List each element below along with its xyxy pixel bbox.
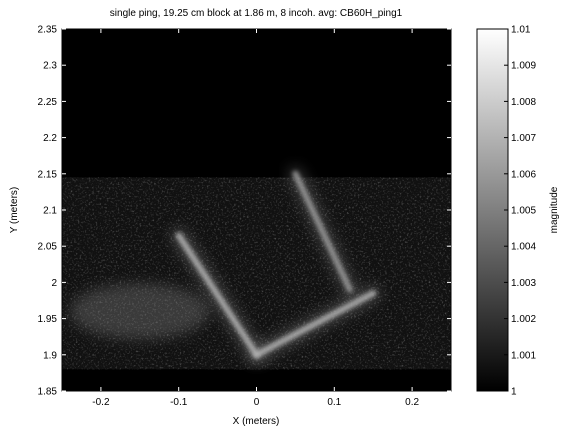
chart-title: single ping, 19.25 cm block at 1.86 m, 8… <box>110 8 403 19</box>
x-tick-label: -0.2 <box>92 397 110 408</box>
bright-features <box>171 166 412 362</box>
y-tick-label: 2.2 <box>43 133 57 144</box>
y-tick-label: 1.9 <box>43 350 57 361</box>
colorbar-tick-label: 1.008 <box>511 97 536 108</box>
feature-line-2 <box>292 170 353 293</box>
x-tick-label: 0.1 <box>327 397 341 408</box>
x-axis-ticks: -0.2 -0.1 0 0.1 0.2 <box>92 29 419 408</box>
colorbar-tick-label: 1.01 <box>511 25 531 36</box>
speckle-noise <box>62 177 451 370</box>
y-tick-label: 2.3 <box>43 61 57 72</box>
x-axis-label: X (meters) <box>233 416 280 427</box>
y-tick-label: 1.95 <box>38 314 58 325</box>
colorbar-tick-label: 1.002 <box>511 314 536 325</box>
colorbar <box>477 29 508 391</box>
colorbar-ticks: 1 1.001 1.002 1.003 1.004 1.005 1.006 1.007 1.00… <box>504 25 536 398</box>
colorbar-tick-label: 1.006 <box>511 169 536 180</box>
colorbar-tick-label: 1.001 <box>511 350 536 361</box>
speckle-glow <box>69 283 210 340</box>
colorbar-tick-label: 1.004 <box>511 242 536 253</box>
colorbar-tick-label: 1.005 <box>511 206 536 217</box>
y-tick-label: 2.15 <box>38 169 58 180</box>
colorbar-tick-label: 1.009 <box>511 61 536 72</box>
colorbar-tick-label: 1.003 <box>511 278 536 289</box>
speckle-texture <box>62 177 451 370</box>
x-tick-label: 0 <box>254 397 260 408</box>
y-axis-ticks: 1.85 1.9 1.95 2 2.05 2.1 2.15 2.2 2.25 2.3 2.35 <box>38 25 451 398</box>
x-tick-label: 0.2 <box>405 397 419 408</box>
y-tick-label: 2.25 <box>38 97 58 108</box>
y-tick-label: 2.05 <box>38 242 58 253</box>
y-tick-label: 2.1 <box>43 206 57 217</box>
y-axis-label: Y (meters) <box>9 187 20 234</box>
y-tick-label: 2.35 <box>38 25 58 36</box>
feature-line-1 <box>253 290 377 358</box>
plot-area <box>62 29 451 391</box>
y-tick-label: 2 <box>51 278 57 289</box>
colorbar-tick-label: 1.007 <box>511 133 536 144</box>
colorbar-tick-label: 1 <box>511 387 517 398</box>
y-tick-label: 1.85 <box>38 387 58 398</box>
colorbar-label: magnitude <box>549 186 560 233</box>
x-tick-label: -0.1 <box>170 397 188 408</box>
